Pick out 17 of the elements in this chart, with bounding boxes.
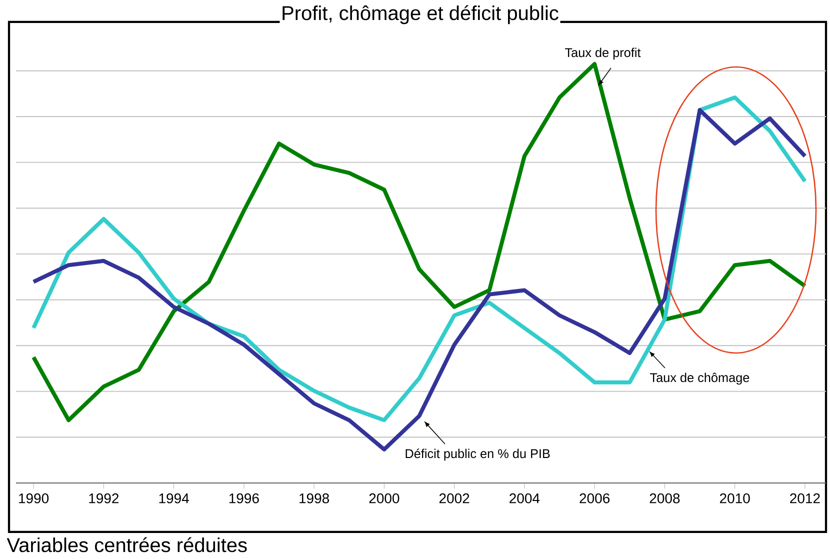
x-tick-label: 2004 [510, 493, 540, 504]
x-tick-label: 1990 [19, 493, 49, 504]
series-label: Taux de profit [565, 48, 641, 60]
x-tick-label: 2006 [580, 493, 610, 504]
x-tick-label: 2010 [720, 493, 750, 504]
x-tick-label: 2000 [369, 493, 400, 504]
series-label: Taux de chômage [650, 372, 750, 385]
x-tick-label: 1994 [159, 493, 189, 504]
x-tick-label: 2008 [650, 493, 680, 504]
chart-title: Profit, chômage et déficit public [282, 5, 558, 24]
text: Variables centrées réduites [6, 537, 247, 552]
series-label: Déficit public en % du PIB [406, 448, 550, 461]
x-tick-label: 2012 [790, 493, 820, 504]
x-tick-label: 1998 [300, 493, 330, 504]
x-tick-label: 1996 [229, 493, 259, 504]
x-tick-label: 2002 [439, 493, 470, 504]
x-tick-label: 1992 [89, 493, 119, 504]
